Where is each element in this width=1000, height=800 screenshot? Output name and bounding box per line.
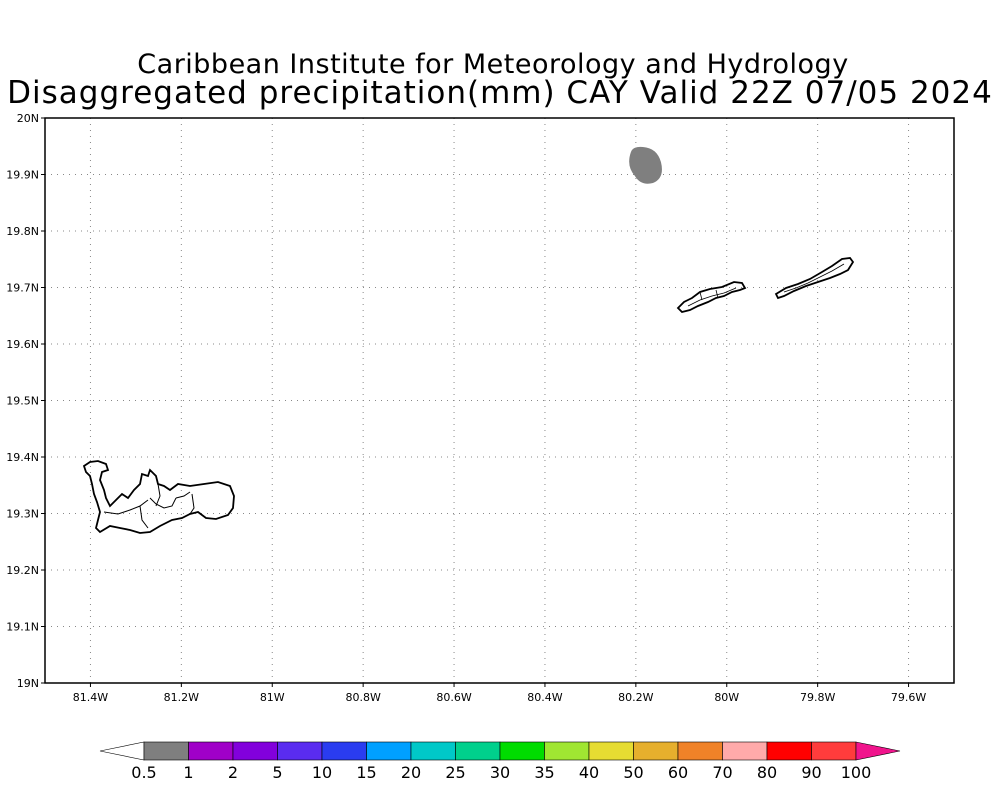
colorbar-bin (499, 741, 545, 761)
colorbar-label: 70 (712, 763, 732, 782)
colorbar-bin (143, 741, 189, 761)
colorbar-bin (455, 741, 501, 761)
colorbar-label: 20 (401, 763, 421, 782)
lat-tick-label: 19.9N (6, 169, 39, 182)
lon-tick-label: 80.4W (527, 691, 562, 704)
colorbar-label: 0.5 (131, 763, 156, 782)
lon-tick-label: 81W (260, 691, 285, 704)
colorbar-bin (677, 741, 723, 761)
little-cayman-outline (676, 281, 747, 313)
colorbar-bin (811, 741, 857, 761)
colorbar-bin (321, 741, 367, 761)
colorbar-label: 10 (312, 763, 332, 782)
colorbar-label: 1 (183, 763, 193, 782)
lat-tick-label: 19.5N (6, 395, 39, 408)
lon-tick-label: 79.8W (800, 691, 835, 704)
little-cayman-interior (687, 287, 737, 307)
colorbar-label: 35 (534, 763, 554, 782)
lon-tick-label: 80.2W (618, 691, 653, 704)
lat-tick-label: 19N (17, 677, 39, 690)
lat-tick-label: 19.1N (6, 621, 39, 634)
lon-tick-label: 80.6W (436, 691, 471, 704)
colorbar-bin (410, 741, 456, 761)
colorbar-bin (633, 741, 679, 761)
colorbar-label: 2 (228, 763, 238, 782)
colorbar-bin (855, 741, 901, 761)
cayman-brac-outline (774, 257, 855, 300)
colorbar-bin (277, 741, 323, 761)
axis-ticks: 19N 19.1N 19.2N 19.3N 19.4N 19.5N 19.6N 19.7N 19… (6, 112, 926, 704)
precipitation-layer (629, 146, 662, 184)
lat-tick-label: 19.4N (6, 451, 39, 464)
colorbar-bin (188, 741, 234, 761)
lat-tick-label: 19.2N (6, 564, 39, 577)
colorbar: 0.5 1 2 5 10 15 20 25 30 35 40 50 60 70 80 90 100 (99, 741, 901, 782)
colorbar-label: 80 (757, 763, 777, 782)
colorbar-label: 90 (801, 763, 821, 782)
colorbar-bin (766, 741, 812, 761)
lat-tick-label: 19.3N (6, 508, 39, 521)
colorbar-bin (232, 741, 278, 761)
colorbar-label: 30 (490, 763, 510, 782)
lat-tick-label: 19.8N (6, 225, 39, 238)
colorbar-label: 60 (668, 763, 688, 782)
lon-tick-label: 81.4W (73, 691, 108, 704)
colorbar-bin (544, 741, 590, 761)
lon-tick-label: 80W (714, 691, 739, 704)
precip-cell (629, 146, 662, 184)
colorbar-label: 15 (356, 763, 376, 782)
colorbar-label: 100 (841, 763, 872, 782)
title-line-2: Disaggregated precipitation(mm) CAY Vali… (7, 75, 993, 111)
map-grid (45, 118, 954, 683)
lon-tick-label: 81.2W (164, 691, 199, 704)
grand-cayman-outline (82, 460, 235, 534)
lat-tick-label: 19.7N (6, 282, 39, 295)
colorbar-bin (588, 741, 634, 761)
colorbar-label: 40 (579, 763, 599, 782)
lon-tick-label: 79.6W (891, 691, 926, 704)
grand-cayman-interior (103, 483, 195, 529)
colorbar-label: 50 (623, 763, 643, 782)
colorbar-label: 25 (445, 763, 465, 782)
coastlines (82, 257, 855, 534)
title-line-1: Caribbean Institute for Meteorology and … (137, 49, 849, 80)
cayman-brac-interior (783, 263, 845, 293)
lat-tick-label: 20N (17, 112, 39, 125)
colorbar-label: 5 (272, 763, 282, 782)
lon-tick-label: 80.8W (345, 691, 380, 704)
colorbar-bin (722, 741, 768, 761)
lat-tick-label: 19.6N (6, 338, 39, 351)
colorbar-bin (99, 741, 145, 761)
colorbar-bin (366, 741, 412, 761)
